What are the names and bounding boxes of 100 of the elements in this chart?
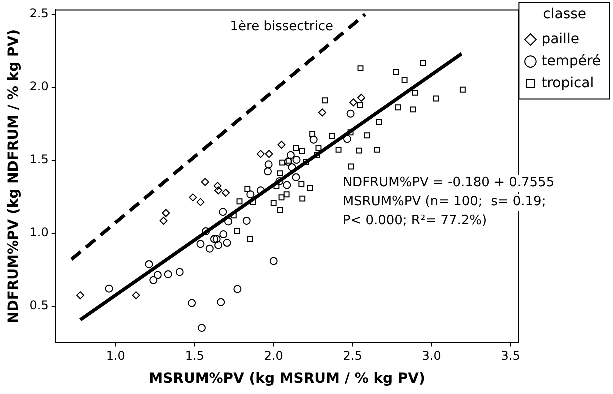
point	[222, 188, 230, 197]
point	[286, 158, 292, 164]
y-tick-label: 1.0	[30, 226, 49, 240]
point	[164, 270, 172, 279]
point	[189, 194, 198, 202]
point	[346, 110, 355, 118]
point	[76, 292, 85, 300]
point	[212, 235, 221, 244]
x-tick-label: 2.0	[264, 349, 284, 364]
point	[234, 228, 240, 234]
point	[154, 271, 162, 280]
point	[310, 131, 316, 138]
point	[198, 324, 206, 332]
point	[292, 156, 301, 164]
x-tick-label: 3.0	[422, 349, 442, 364]
point	[460, 86, 466, 93]
point	[396, 104, 402, 111]
point	[278, 207, 284, 214]
point	[286, 151, 295, 160]
legend-label: tempéré	[542, 53, 602, 70]
annotation: NDFRUM%PV = -0.180 + 0.7555 MSRUM%PV (n= 100; s= 0.19; P< 0.000; R²= 77.2%)	[342, 175, 555, 228]
point	[264, 160, 273, 169]
point	[307, 185, 314, 191]
point	[358, 66, 364, 72]
point	[402, 78, 408, 84]
y-axis-title: NDFRUM%PV (kg NDFRUM / % kg PV)	[6, 29, 22, 324]
point	[219, 208, 228, 216]
point	[329, 133, 335, 140]
point	[288, 163, 296, 172]
point	[214, 186, 223, 195]
point	[376, 119, 382, 126]
x-tick-label: 2.5	[343, 349, 362, 364]
point	[276, 177, 284, 186]
point	[145, 260, 154, 268]
x-axis-title: MSRUM%PV (kg MSRUM / % kg PV)	[149, 371, 426, 388]
point	[357, 102, 364, 108]
point	[348, 164, 354, 170]
point	[223, 239, 232, 248]
y-tick-label: 1.5	[30, 152, 49, 167]
point	[214, 241, 223, 250]
point	[196, 198, 205, 206]
point	[234, 285, 242, 294]
point	[393, 69, 400, 76]
point	[318, 108, 327, 117]
point	[201, 178, 210, 186]
point	[230, 212, 237, 219]
point	[316, 145, 322, 152]
point	[412, 90, 418, 96]
point	[256, 186, 265, 195]
point	[292, 174, 300, 182]
point	[410, 106, 416, 113]
point	[374, 146, 380, 153]
point	[322, 98, 328, 104]
point	[242, 216, 251, 225]
point	[270, 200, 277, 206]
legend-label: paille	[542, 31, 580, 48]
point	[280, 160, 286, 166]
point	[162, 209, 170, 218]
point	[132, 292, 140, 300]
point	[264, 168, 272, 176]
point	[188, 299, 196, 308]
point	[420, 60, 426, 66]
point	[433, 96, 440, 102]
point	[247, 236, 254, 242]
point	[265, 150, 274, 158]
point	[270, 257, 278, 266]
point	[293, 145, 300, 152]
point	[278, 194, 285, 201]
legend-title: classe	[543, 6, 587, 23]
point	[310, 136, 318, 144]
point	[256, 150, 265, 158]
point	[160, 216, 168, 225]
point	[284, 192, 290, 198]
point	[298, 181, 305, 188]
series-label: 1ère bissectrice	[230, 19, 334, 34]
point	[350, 98, 358, 107]
x-tick-label: 1.0	[106, 349, 126, 364]
point	[150, 276, 158, 284]
point	[358, 94, 366, 102]
legend-label: tropical	[542, 75, 594, 92]
point	[277, 170, 283, 177]
point	[283, 181, 292, 190]
point	[210, 235, 218, 244]
point	[244, 186, 251, 192]
point	[274, 183, 280, 190]
point	[236, 198, 243, 205]
y-tick-label: 0.5	[30, 298, 49, 312]
point	[214, 182, 222, 190]
point	[300, 196, 306, 202]
point	[356, 148, 362, 154]
point	[206, 244, 214, 253]
point	[336, 146, 342, 153]
y-tick-label: 2.5	[30, 6, 49, 21]
point	[299, 148, 306, 154]
x-tick-label: 3.5	[501, 349, 520, 364]
point	[343, 135, 352, 144]
point	[220, 230, 228, 239]
point	[364, 132, 370, 139]
point	[224, 218, 233, 226]
point	[348, 130, 354, 136]
